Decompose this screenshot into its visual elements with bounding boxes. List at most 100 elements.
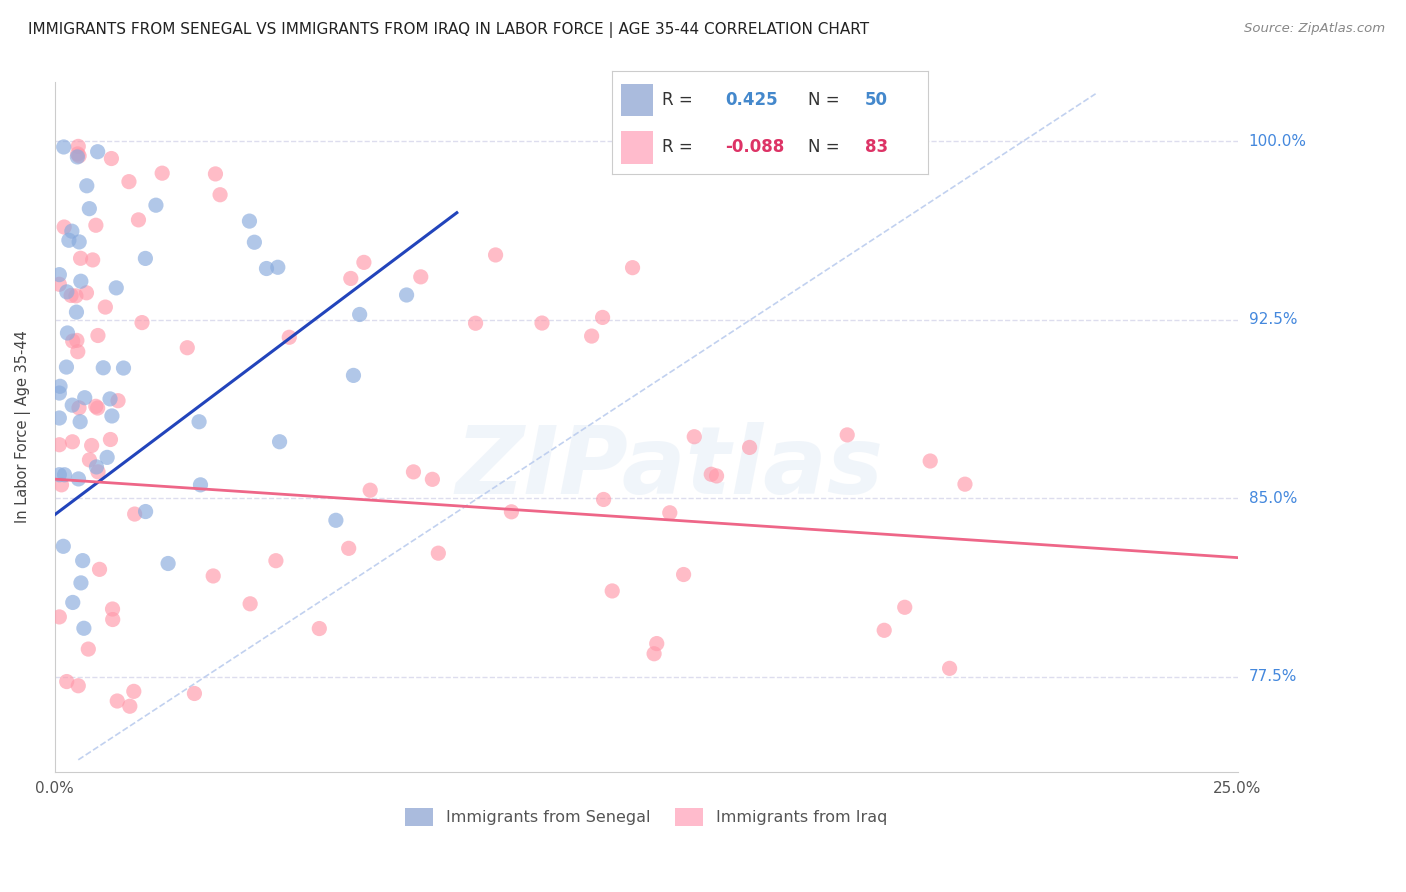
- Point: [131, 316, 153, 330]
- Point: [176, 341, 198, 355]
- Point: [600, 583, 623, 598]
- Text: 83: 83: [865, 138, 887, 156]
- Point: [75, 285, 97, 300]
- Point: [53, 219, 76, 234]
- Point: [256, 261, 278, 276]
- Point: [269, 434, 291, 449]
- Text: 0.425: 0.425: [725, 91, 778, 109]
- Text: -0.088: -0.088: [725, 138, 785, 156]
- Point: [353, 255, 375, 269]
- Point: [66, 147, 89, 161]
- Point: [52, 140, 75, 154]
- Point: [621, 260, 644, 275]
- Point: [80, 438, 103, 452]
- Point: [56, 326, 79, 340]
- Point: [124, 507, 146, 521]
- Point: [683, 430, 706, 444]
- Point: [643, 647, 665, 661]
- Point: [105, 694, 128, 708]
- Point: [422, 472, 444, 486]
- Point: [87, 328, 110, 343]
- Point: [530, 316, 553, 330]
- Point: [55, 360, 77, 375]
- Point: [60, 398, 83, 412]
- Point: [349, 308, 371, 322]
- Point: [100, 433, 122, 447]
- Point: [134, 252, 156, 266]
- Point: [48, 610, 70, 624]
- Point: [48, 386, 70, 401]
- Point: [62, 434, 84, 449]
- Point: [72, 553, 94, 567]
- Point: [51, 478, 73, 492]
- Point: [76, 178, 98, 193]
- Point: [67, 149, 90, 163]
- Point: [658, 506, 681, 520]
- Point: [62, 595, 84, 609]
- Point: [188, 415, 211, 429]
- Point: [938, 661, 960, 675]
- Point: [89, 562, 111, 576]
- Point: [359, 483, 381, 498]
- Point: [150, 166, 173, 180]
- Text: R =: R =: [662, 91, 693, 109]
- Point: [672, 567, 695, 582]
- Point: [920, 454, 942, 468]
- Point: [67, 139, 90, 153]
- Point: [79, 453, 101, 467]
- Point: [70, 575, 93, 590]
- Point: [48, 268, 70, 282]
- Point: [60, 224, 83, 238]
- Point: [395, 288, 418, 302]
- Point: [337, 541, 360, 556]
- Text: 77.5%: 77.5%: [1249, 669, 1296, 684]
- Text: Source: ZipAtlas.com: Source: ZipAtlas.com: [1244, 22, 1385, 36]
- Point: [209, 187, 232, 202]
- Point: [107, 393, 129, 408]
- Point: [58, 233, 80, 247]
- Point: [66, 150, 89, 164]
- Point: [484, 248, 506, 262]
- Point: [202, 569, 225, 583]
- Point: [592, 492, 614, 507]
- Point: [190, 478, 212, 492]
- Point: [278, 330, 301, 344]
- Point: [73, 621, 96, 635]
- Point: [837, 428, 859, 442]
- Point: [62, 334, 84, 348]
- Point: [101, 613, 124, 627]
- Point: [66, 334, 89, 348]
- Point: [48, 438, 70, 452]
- Point: [501, 505, 523, 519]
- Text: 85.0%: 85.0%: [1249, 491, 1296, 506]
- Point: [581, 329, 603, 343]
- Point: [100, 152, 122, 166]
- Point: [264, 554, 287, 568]
- Point: [592, 310, 614, 325]
- Point: [402, 465, 425, 479]
- Point: [67, 679, 90, 693]
- Point: [183, 686, 205, 700]
- Point: [127, 212, 149, 227]
- Point: [67, 235, 90, 249]
- Point: [65, 305, 87, 319]
- Point: [84, 219, 107, 233]
- Point: [342, 368, 364, 383]
- Point: [48, 277, 70, 292]
- Point: [122, 684, 145, 698]
- Point: [145, 198, 167, 212]
- Point: [101, 602, 124, 616]
- Text: N =: N =: [808, 91, 839, 109]
- Point: [873, 624, 896, 638]
- Point: [105, 281, 128, 295]
- Point: [77, 642, 100, 657]
- Point: [82, 252, 104, 267]
- Text: IMMIGRANTS FROM SENEGAL VS IMMIGRANTS FROM IRAQ IN LABOR FORCE | AGE 35-44 CORRE: IMMIGRANTS FROM SENEGAL VS IMMIGRANTS FR…: [28, 22, 869, 38]
- Point: [67, 401, 90, 415]
- Point: [427, 546, 450, 560]
- Text: R =: R =: [662, 138, 693, 156]
- Point: [112, 361, 135, 376]
- FancyBboxPatch shape: [621, 131, 652, 163]
- Point: [118, 699, 141, 714]
- Point: [325, 513, 347, 527]
